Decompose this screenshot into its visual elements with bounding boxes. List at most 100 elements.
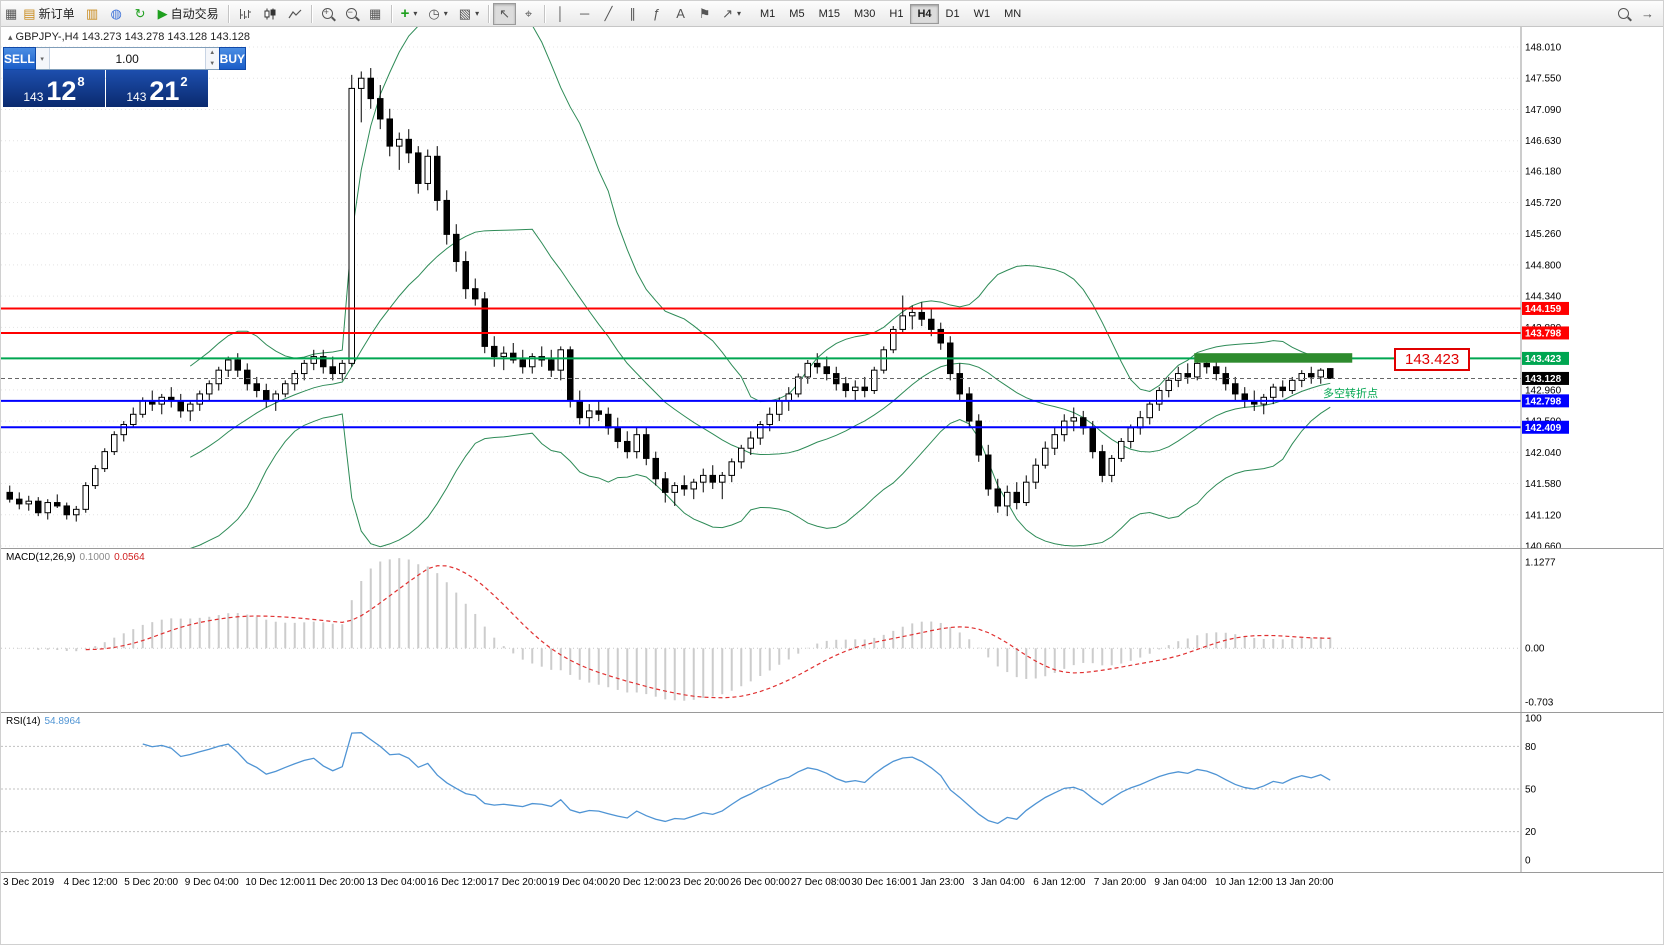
timeframe-m15-button[interactable]: M15: [812, 4, 847, 24]
fibonacci-button[interactable]: ƒ: [645, 3, 668, 25]
price-tick-label: 146.630: [1525, 136, 1562, 147]
timeframe-m5-button[interactable]: M5: [782, 4, 811, 24]
profiles-button[interactable]: ◍: [105, 3, 128, 25]
toolbar-separator: [488, 4, 490, 23]
volume-dropdown[interactable]: ▾: [35, 48, 50, 69]
macd-panel[interactable]: 1.1277 0.00 -0.703 MACD(12,26,9) 0.1000 0.05…: [1, 548, 1663, 712]
crosshair-button[interactable]: ⌖: [517, 3, 540, 25]
price-badge: [1522, 301, 1569, 315]
price-tick-label: 145.720: [1525, 198, 1562, 209]
caret-down-icon: ▾: [40, 55, 44, 63]
horizontal-line-button[interactable]: ─: [573, 3, 596, 25]
ask-price[interactable]: 143 21 2: [106, 70, 208, 107]
macd-tick-label: 1.1277: [1525, 558, 1556, 569]
ask-point: 2: [180, 74, 188, 89]
refresh-button[interactable]: ↻: [129, 3, 152, 25]
periods-button[interactable]: ◷ ▾: [423, 3, 452, 25]
tile-windows-button[interactable]: ▦: [364, 3, 387, 25]
price-badge: [1522, 326, 1569, 340]
new-chart-button[interactable]: ▥: [81, 3, 104, 25]
rsi-value: 54.8964: [44, 716, 81, 727]
chart-window-icon: ▦: [5, 6, 18, 21]
pivot-note-text[interactable]: 多空转折点: [1323, 388, 1378, 400]
zoom-out-button[interactable]: −: [340, 3, 363, 25]
bar-chart-icon: [239, 8, 251, 19]
symbol-arrow-icon: ▴: [8, 32, 13, 42]
time-label: 30 Dec 16:00: [851, 877, 911, 888]
profiles-icon: ◍: [110, 6, 122, 21]
bar-chart-button[interactable]: [233, 3, 257, 25]
zoom-in-button[interactable]: +: [316, 3, 339, 25]
bid-price[interactable]: 143 12 8: [3, 70, 105, 107]
stepper-up-icon[interactable]: ▲: [205, 48, 219, 59]
timeframe-h1-button[interactable]: H1: [882, 4, 910, 24]
price-tick-label: 148.010: [1525, 43, 1562, 54]
price-chart-panel[interactable]: 148.010 147.550 147.090 146.630 146.180 145.7…: [1, 27, 1663, 553]
volume-box: ▾ ▲ ▼: [35, 47, 219, 70]
price-badge-label: 143.423: [1525, 354, 1562, 365]
time-axis[interactable]: 3 Dec 2019 4 Dec 12:00 5 Dec 20:00 9 Dec 04…: [1, 872, 1663, 896]
templates-button[interactable]: ▧ ▾: [454, 3, 484, 25]
text-button[interactable]: A: [669, 3, 692, 25]
toolbar-separator: [544, 4, 546, 23]
new-order-icon: ▤: [23, 6, 36, 21]
vertical-line-button[interactable]: │: [549, 3, 572, 25]
search-button[interactable]: [1612, 3, 1635, 25]
stepper-down-icon[interactable]: ▼: [205, 58, 219, 69]
bid-whole: 143: [23, 90, 44, 104]
ask-whole: 143: [126, 90, 147, 104]
new-order-button[interactable]: ▤ 新订单: [18, 3, 79, 25]
price-badge-label: 142.409: [1525, 423, 1562, 434]
price-tick-label: 147.090: [1525, 105, 1562, 116]
auto-trading-button[interactable]: ▶ 自动交易: [153, 3, 224, 25]
main-toolbar: ▦ ▤ 新订单 ▥ ◍ ↻ ▶ 自动交易 + − ▦ + ▾ ◷ ▾ ▧ ▾ ↖: [1, 1, 1663, 27]
caret-down-icon: ▾: [443, 9, 448, 18]
rsi-panel[interactable]: 100 80 50 20 0 RSI(14) 54.8964: [1, 712, 1663, 872]
rsi-tick-label: 50: [1525, 785, 1537, 796]
caret-down-icon: ▾: [413, 9, 418, 18]
line-chart-button[interactable]: [283, 3, 307, 25]
shapes-icon: ↗: [722, 6, 733, 21]
timeframe-m1-button[interactable]: M1: [753, 4, 782, 24]
indicators-icon: +: [400, 5, 410, 22]
candlestick-chart-button[interactable]: [258, 3, 282, 25]
trendline-button[interactable]: ╱: [597, 3, 620, 25]
indicators-button[interactable]: + ▾: [396, 3, 423, 25]
symbol-ohlc-text: GBPJPY-,H4 143.273 143.278 143.128 143.1…: [15, 31, 250, 43]
time-label: 10 Jan 12:00: [1215, 877, 1273, 888]
rsi-tick-label: 100: [1525, 714, 1542, 725]
toolbar-separator: [227, 4, 229, 23]
fibonacci-icon: ƒ: [652, 6, 661, 21]
volume-stepper[interactable]: ▲ ▼: [204, 48, 219, 69]
rsi-line: [142, 732, 1331, 825]
templates-icon: ▧: [458, 6, 472, 21]
price-badge-label: 144.159: [1525, 304, 1562, 315]
timeframe-m30-button[interactable]: M30: [847, 4, 882, 24]
price-tick-label: 144.340: [1525, 292, 1562, 303]
label-icon: ⚑: [698, 6, 711, 21]
volume-input[interactable]: [49, 48, 205, 69]
price-tag-label[interactable]: 143.423: [1394, 348, 1471, 371]
timeframe-d1-button[interactable]: D1: [939, 4, 967, 24]
shapes-button[interactable]: ↗ ▾: [717, 3, 746, 25]
cursor-button[interactable]: ↖: [493, 2, 517, 25]
time-label: 19 Dec 04:00: [548, 877, 608, 888]
macd-canvas: 1.1277 0.00 -0.703: [1, 549, 1556, 712]
supply-zone-rect[interactable]: [1194, 353, 1353, 363]
label-button[interactable]: ⚑: [693, 3, 716, 25]
scroll-to-end-button[interactable]: →: [1636, 3, 1659, 25]
timeframe-h4-button[interactable]: H4: [910, 3, 939, 24]
price-badge: [1522, 394, 1569, 408]
price-tick-label: 146.180: [1525, 167, 1562, 178]
time-label: 6 Jan 12:00: [1033, 877, 1086, 888]
search-icon: [1618, 8, 1629, 19]
channel-button[interactable]: ∥: [621, 3, 644, 25]
time-label: 3 Jan 04:00: [972, 877, 1025, 888]
buy-button[interactable]: BUY: [218, 47, 247, 70]
sell-button[interactable]: SELL: [3, 47, 36, 70]
time-label: 3 Dec 2019: [3, 877, 55, 888]
timeframe-mn-button[interactable]: MN: [997, 4, 1028, 24]
timeframe-group: M1 M5 M15 M30 H1 H4 D1 W1 MN: [753, 3, 1028, 24]
cursor-icon: ↖: [499, 6, 511, 21]
timeframe-w1-button[interactable]: W1: [967, 4, 998, 24]
